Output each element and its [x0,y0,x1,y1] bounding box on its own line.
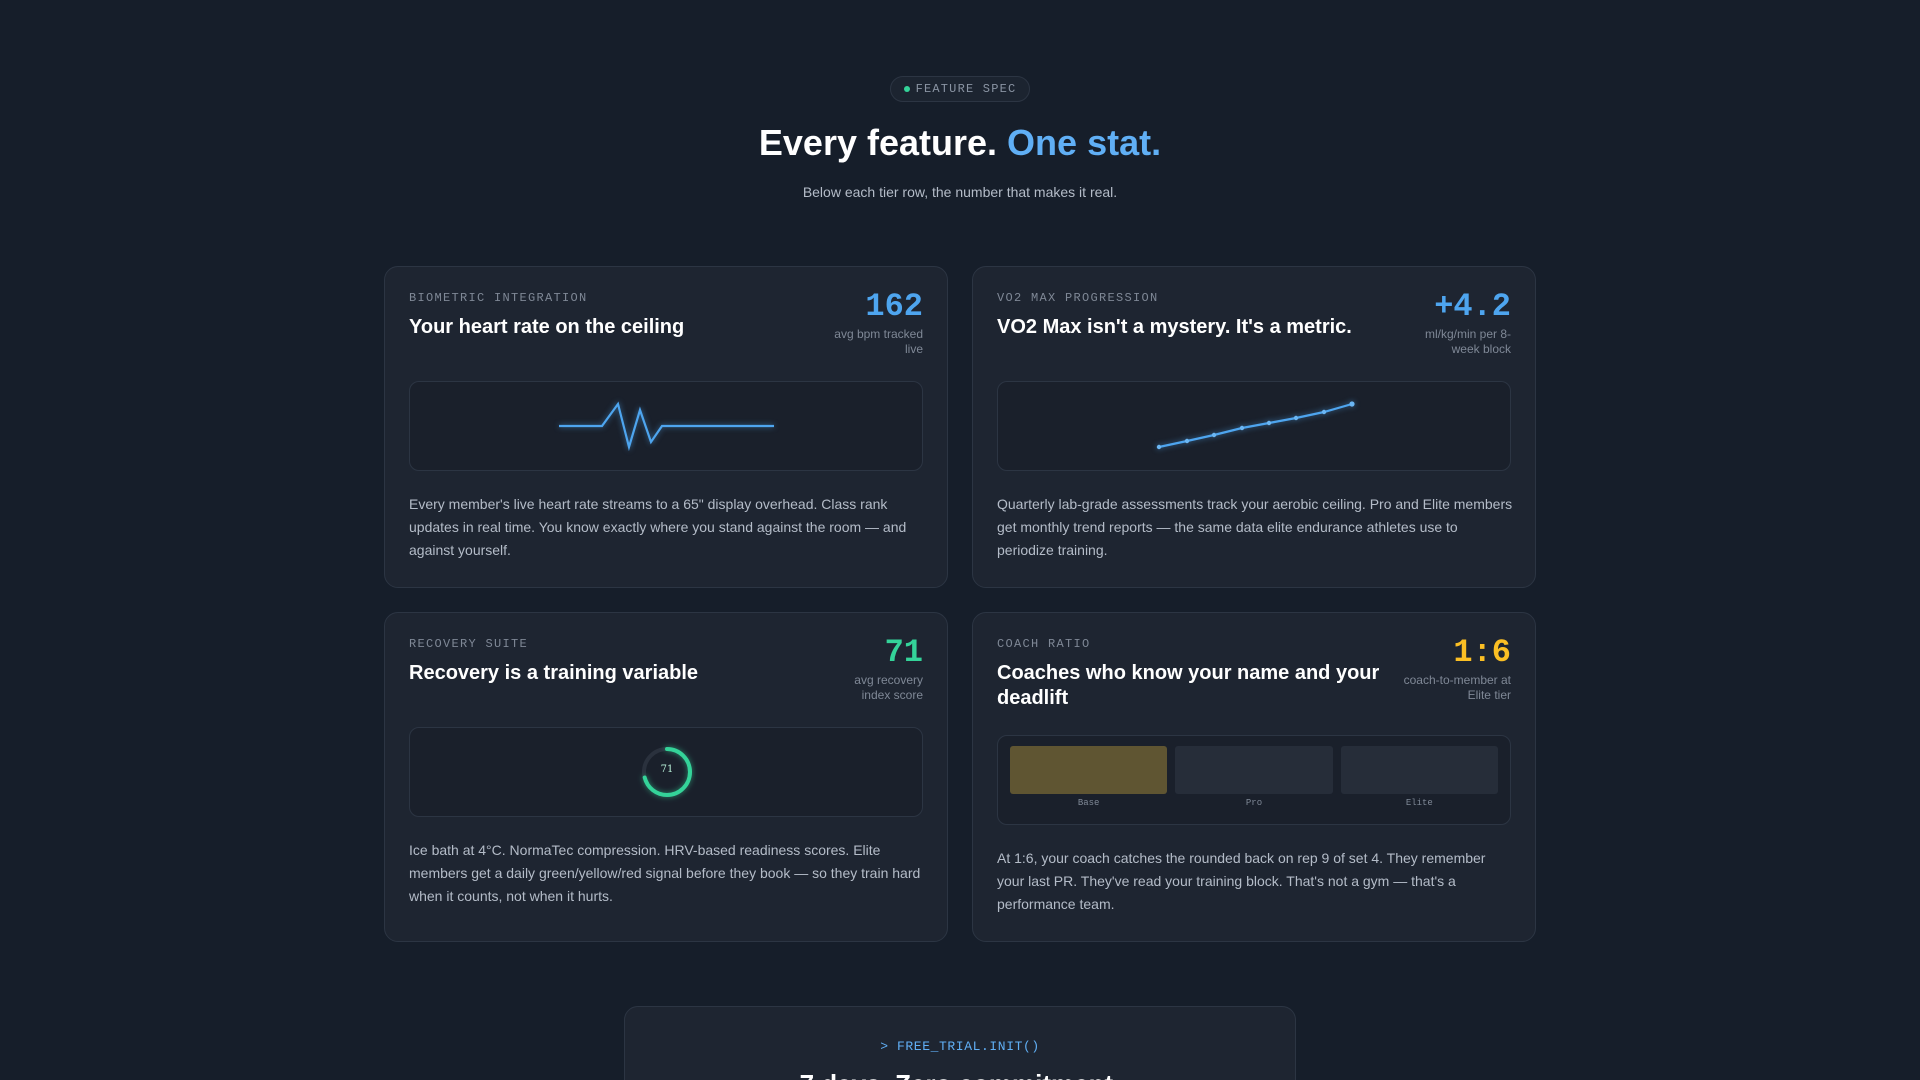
feature-card-coach: COACH RATIO Coaches who know your name a… [972,612,1536,942]
card-stat-label: coach-to-member at Elite tier [1403,673,1511,702]
page-title-main: Every feature. [758,122,998,163]
feature-card-recovery: RECOVERY SUITE Recovery is a training va… [384,612,948,942]
trend-line-icon [1156,401,1355,450]
cta-prompt: > FREE_TRIAL.INIT() [880,1039,1040,1054]
card-body: Ice bath at 4°C. NormaTec compression. H… [409,842,921,904]
recovery-ring-chart: 71 [409,727,923,817]
feature-spec-badge: FEATURE SPEC [890,76,1030,102]
page-title-accent: One stat. [1007,122,1162,163]
tier-bar-base: Base [1010,746,1168,808]
status-dot-icon [903,86,910,92]
card-title: Recovery is a training variable [409,662,699,684]
card-stat: 162 [865,288,923,325]
badge-label: FEATURE SPEC [915,82,1017,96]
feature-card-biometric: BIOMETRIC INTEGRATION Your heart rate on… [384,266,948,588]
card-stat: +4.2 [1434,288,1511,325]
card-stat: 1:6 [1453,634,1511,671]
card-body: At 1:6, your coach catches the rounded b… [997,850,1486,912]
card-title: Coaches who know your name and your dead… [997,662,1380,709]
card-stat-label: avg recovery index score [854,673,923,702]
bar-fill [1340,746,1498,794]
bar-fill [1010,746,1168,794]
card-eyebrow: COACH RATIO [997,637,1091,651]
heartbeat-line-icon [559,401,774,452]
card-stat-label: avg bpm tracked live [834,327,923,356]
card-eyebrow: VO2 MAX PROGRESSION [997,291,1159,305]
card-stat-label: ml/kg/min per 8-week block [1424,327,1511,356]
bar-label: Elite [1405,798,1433,808]
progress-ring-icon [642,747,692,797]
feature-card-vo2: VO2 MAX PROGRESSION VO2 Max isn't a myst… [972,266,1536,588]
free-trial-cta: > FREE_TRIAL.INIT() 7 days. Zero commitm… [624,1006,1296,1080]
card-title: VO2 Max isn't a mystery. It's a metric. [997,316,1352,338]
tier-bar-pro: Pro [1175,746,1333,808]
page-title: Every feature. One stat. [0,122,1920,164]
bar-label: Pro [1245,798,1263,808]
ring-value: 71 [660,764,674,775]
card-eyebrow: BIOMETRIC INTEGRATION [409,291,588,305]
card-body: Every member's live heart rate streams t… [409,496,907,558]
tier-bar-elite: Elite [1340,746,1498,808]
card-eyebrow: RECOVERY SUITE [409,637,529,651]
card-stat: 71 [884,634,923,671]
card-body: Quarterly lab-grade assessments track yo… [997,496,1513,558]
bar-fill [1175,746,1333,794]
card-title: Your heart rate on the ceiling [409,316,685,338]
cta-title: 7 days. Zero commitment. [625,1069,1295,1080]
bar-label: Base [1077,798,1100,808]
page-subtitle: Below each tier row, the number that mak… [802,184,1118,200]
vo2-trend-chart [997,381,1511,471]
heartbeat-chart [409,381,923,471]
tier-bars-chart: Base Pro Elite [997,735,1511,825]
